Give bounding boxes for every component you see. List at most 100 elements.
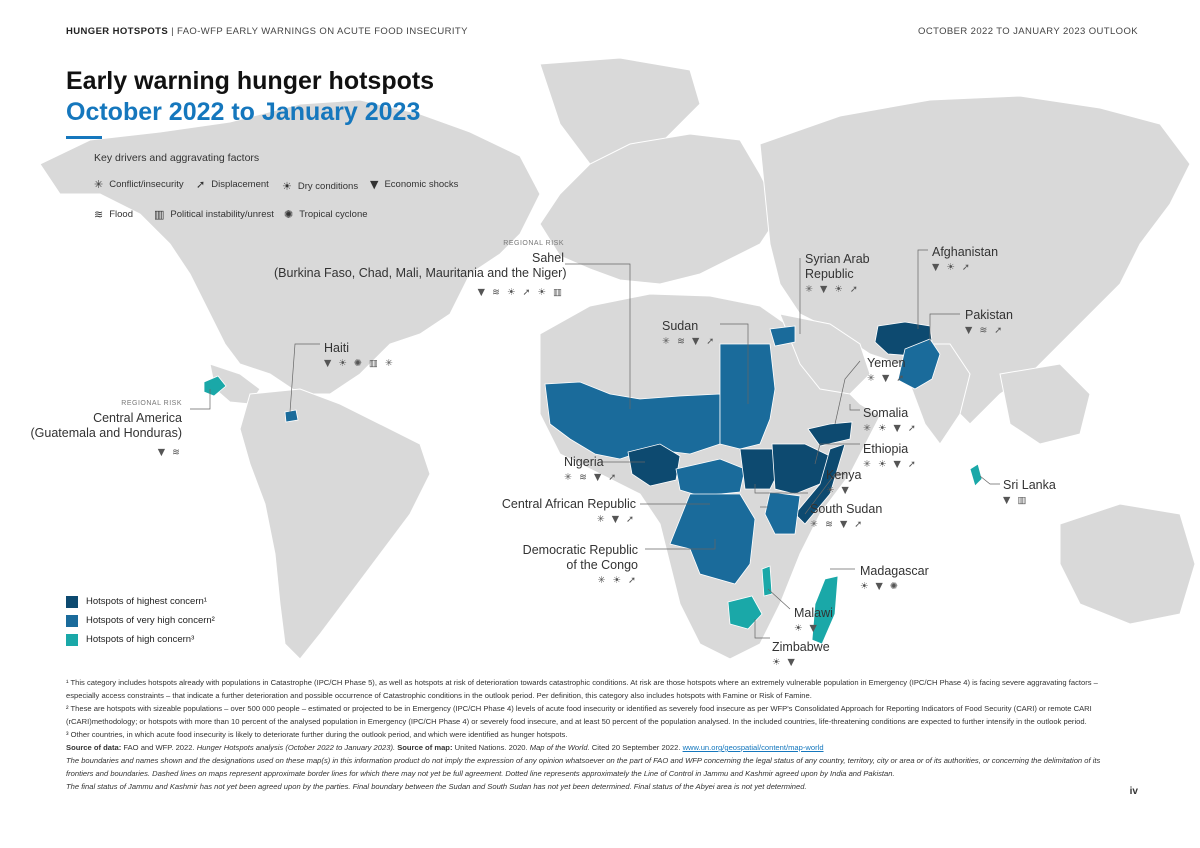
political-instability-icon: ▥ xyxy=(154,208,165,221)
legend-high-label: Hotspots of high concern³ xyxy=(86,634,195,645)
drc-name-line1: Democratic Republic xyxy=(522,543,638,557)
page-number: iv xyxy=(1129,786,1138,797)
yemen-driver-icons: ✳ ▼ ➚ xyxy=(867,373,907,384)
legend-tropical-cyclone-label: Tropical cyclone xyxy=(299,209,368,220)
legend-flood: ≋ Flood xyxy=(94,208,133,221)
footnote-2: ² These are hotspots with sizeable popul… xyxy=(66,704,1092,726)
disclaimer-1: The boundaries and names shown and the d… xyxy=(66,756,1101,778)
hotspot-madagascar xyxy=(811,575,839,645)
swatch-high xyxy=(66,633,78,646)
kenya-name: Kenya xyxy=(826,468,862,482)
swatch-very-high xyxy=(66,614,78,627)
legend-dry-conditions: ☀ Dry conditions xyxy=(282,180,358,193)
legend-economic-shocks: ▼ Economic shocks xyxy=(370,178,458,191)
hotspot-central-america xyxy=(203,375,227,397)
source-map-label: Source of map: xyxy=(395,743,453,752)
legend-economic-shocks-label: Economic shocks xyxy=(384,179,459,190)
legend-very-high-label: Hotspots of very high concern² xyxy=(86,615,215,626)
sahel-countries: (Burkina Faso, Chad, Mali, Mauritania an… xyxy=(274,266,567,280)
label-sahel: REGIONAL RISK Sahel (Burkina Faso, Chad,… xyxy=(274,236,567,300)
label-zimbabwe: Zimbabwe ☀ ▼ xyxy=(772,640,830,670)
label-ethiopia: Ethiopia ✳ ☀ ▼ ➚ xyxy=(863,442,918,472)
drivers-legend: Key drivers and aggravating factors ✳ Con… xyxy=(94,152,474,221)
afghanistan-name: Afghanistan xyxy=(932,245,999,259)
label-kenya: Kenya ☀ ▼ xyxy=(826,468,861,498)
legend-conflict-label: Conflict/insecurity xyxy=(109,179,184,190)
central-america-regional-risk-tag: REGIONAL RISK xyxy=(121,400,182,407)
label-central-african-republic: Central African Republic ✳ ▼ ➚ xyxy=(470,497,636,527)
leader-lines xyxy=(190,249,1000,639)
central-america-countries: (Guatemala and Honduras) xyxy=(30,426,182,440)
zimbabwe-driver-icons: ☀ ▼ xyxy=(772,657,797,668)
label-sri-lanka: Sri Lanka ▼ ▥ xyxy=(1003,478,1056,508)
drc-name-line2: of the Congo xyxy=(566,558,638,572)
madagascar-driver-icons: ☀ ▼ ✺ xyxy=(860,581,900,592)
un-map-link[interactable]: www.un.org/geospatial/content/map-world xyxy=(682,743,824,752)
afghanistan-driver-icons: ▼ ☀ ➚ xyxy=(932,262,972,273)
somalia-name: Somalia xyxy=(863,406,909,420)
label-syria: Syrian Arab Republic ✳ ▼ ☀ ➚ xyxy=(805,252,870,297)
footnotes: ¹ This category includes hotspots alread… xyxy=(66,676,1126,793)
syria-driver-icons: ✳ ▼ ☀ ➚ xyxy=(805,284,860,295)
hotspot-malawi xyxy=(761,565,773,597)
legend-highest-concern: Hotspots of highest concern¹ xyxy=(66,592,215,611)
sahel-name: Sahel xyxy=(532,251,564,265)
nigeria-name: Nigeria xyxy=(564,455,604,469)
label-malawi: Malawi ☀ ▼ xyxy=(794,606,833,636)
legend-high-concern: Hotspots of high concern³ xyxy=(66,630,215,649)
source-map-cited: Cited 20 September 2022. xyxy=(589,743,683,752)
nigeria-driver-icons: ✳ ≋ ▼ ➚ xyxy=(564,472,619,483)
legend-very-high-concern: Hotspots of very high concern² xyxy=(66,611,215,630)
legend-conflict: ✳ Conflict/insecurity xyxy=(94,178,184,191)
conflict-icon: ✳ xyxy=(94,178,104,191)
page-header: HUNGER HOTSPOTS | FAO-WFP EARLY WARNINGS… xyxy=(66,26,1138,40)
label-nigeria: Nigeria ✳ ≋ ▼ ➚ xyxy=(564,455,618,485)
ethiopia-driver-icons: ✳ ☀ ▼ ➚ xyxy=(863,459,918,470)
disclaimer-2: The final status of Jammu and Kashmir ha… xyxy=(66,782,807,791)
label-drc: Democratic Republic of the Congo ✳ ☀ ➚ xyxy=(500,543,638,588)
page-title: Early warning hunger hotspots xyxy=(66,67,435,95)
central-america-driver-icons: ▼ ≋ xyxy=(157,447,182,458)
header-publication: HUNGER HOTSPOTS | FAO-WFP EARLY WARNINGS… xyxy=(66,26,468,37)
land-australia xyxy=(1059,503,1196,625)
zimbabwe-name: Zimbabwe xyxy=(772,640,830,654)
label-haiti: Haiti ▼ ☀ ✺ ▥ ✳ xyxy=(324,341,395,371)
source-data-label: Source of data: xyxy=(66,743,122,752)
haiti-driver-icons: ▼ ☀ ✺ ▥ ✳ xyxy=(324,358,395,369)
sahel-regional-risk-tag: REGIONAL RISK xyxy=(503,240,564,247)
hotspot-haiti xyxy=(284,409,299,423)
sources: Source of data: FAO and WFP. 2022. Hunge… xyxy=(66,741,1126,754)
flood-icon: ≋ xyxy=(94,208,104,221)
footnote-3: ³ Other countries, in which acute food i… xyxy=(66,730,568,739)
hotspot-kenya xyxy=(764,491,801,535)
legend-displacement-label: Displacement xyxy=(211,179,269,190)
source-data-text: FAO and WFP. 2022. xyxy=(121,743,197,752)
label-sudan: Sudan ✳ ≋ ▼ ➚ xyxy=(662,319,716,349)
malawi-driver-icons: ☀ ▼ xyxy=(794,623,819,634)
displacement-icon: ➚ xyxy=(196,178,206,191)
land-europe xyxy=(539,133,781,285)
map-title-block: Early warning hunger hotspots October 20… xyxy=(66,66,434,139)
economic-shocks-icon: ▼ xyxy=(370,178,379,191)
ethiopia-name: Ethiopia xyxy=(863,442,909,456)
legend-displacement: ➚ Displacement xyxy=(196,178,269,191)
legend-political-instability-label: Political instability/unrest xyxy=(170,209,274,220)
label-somalia: Somalia ✳ ☀ ▼ ➚ xyxy=(863,406,918,436)
sri-lanka-name: Sri Lanka xyxy=(1003,478,1056,492)
label-south-sudan: South Sudan ✳ ≋ ▼ ➚ xyxy=(810,502,882,532)
dry-conditions-icon: ☀ xyxy=(282,180,292,193)
label-central-america: REGIONAL RISK Central America (Guatemala… xyxy=(30,396,182,460)
car-name: Central African Republic xyxy=(501,497,636,511)
legend-flood-label: Flood xyxy=(109,209,133,220)
south-sudan-name: South Sudan xyxy=(810,502,883,516)
legend-highest-label: Hotspots of highest concern¹ xyxy=(86,596,207,607)
header-outlook-period: OCTOBER 2022 TO JANUARY 2023 OUTLOOK xyxy=(918,26,1138,37)
syria-name-line1: Syrian Arab xyxy=(805,252,870,266)
concern-legend: Hotspots of highest concern¹ Hotspots of… xyxy=(66,592,215,649)
source-data-title: Hunger Hotspots analysis (October 2022 t… xyxy=(196,743,396,752)
madagascar-name: Madagascar xyxy=(860,564,929,578)
yemen-name: Yemen xyxy=(867,356,906,370)
somalia-driver-icons: ✳ ☀ ▼ ➚ xyxy=(863,423,918,434)
title-rule xyxy=(66,136,102,139)
page-subtitle: October 2022 to January 2023 xyxy=(66,98,421,126)
